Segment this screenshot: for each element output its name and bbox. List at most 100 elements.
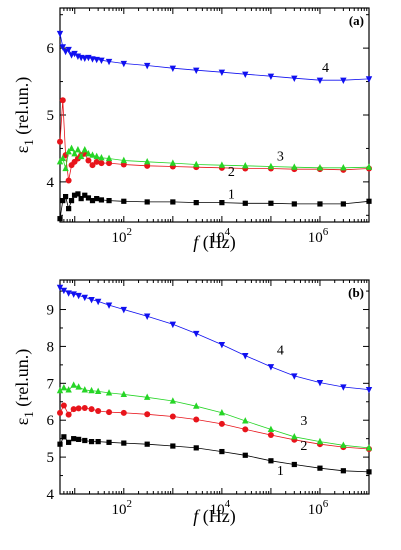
y-tick-label: 4 (47, 175, 55, 191)
data-point-triangle-down (62, 48, 69, 56)
data-point-triangle-down (143, 62, 151, 70)
data-point-square (121, 440, 127, 446)
data-point-triangle-down (291, 75, 298, 83)
chart-panel-a: 102 104 106 4 5 6 f (Hz) ε1 (rel.un.) (a) 1 2 3 4 (12, 7, 373, 253)
data-point-triangle-up (340, 164, 347, 171)
data-point-triangle-up (316, 164, 324, 171)
data-point-square (98, 197, 105, 203)
data-point-triangle-down (94, 298, 102, 306)
data-point-triangle-up (143, 393, 151, 400)
data-point-triangle-down (365, 76, 373, 83)
series-label: 2 (228, 165, 235, 180)
data-point-triangle-up (365, 444, 373, 451)
x-tick-label: 104 (210, 226, 231, 246)
data-point-triangle-up (218, 409, 226, 416)
series-label: 4 (322, 61, 329, 76)
data-point-circle (267, 431, 274, 438)
data-point-circle (193, 416, 200, 423)
data-point-circle (88, 406, 95, 413)
data-point-circle (106, 409, 113, 416)
data-point-triangle-up (365, 163, 373, 170)
data-point-triangle-up (89, 151, 96, 158)
y-axis-label: ε1 (rel.un.) (12, 77, 36, 154)
data-point-triangle-up (77, 152, 85, 160)
series-label: 2 (300, 439, 307, 454)
data-point-circle (85, 157, 92, 164)
data-point-square (82, 437, 88, 444)
x-tick-label: 102 (112, 498, 133, 518)
data-point-square (66, 206, 72, 212)
data-point-circle (59, 97, 66, 104)
data-point-square (242, 200, 248, 206)
data-point-triangle-down (98, 57, 105, 64)
data-point-triangle-up (81, 386, 88, 393)
x-tick-label: 106 (308, 498, 329, 518)
data-point-square (144, 199, 150, 205)
series-4: 4 (56, 284, 373, 394)
data-point-triangle-up (218, 161, 226, 168)
series-line (59, 193, 370, 219)
data-point-triangle-up (242, 417, 249, 424)
data-point-square (219, 448, 225, 455)
data-point-square (94, 195, 100, 202)
y-tick-label: 6 (47, 413, 55, 429)
x-axis-label: f (Hz) (193, 232, 236, 253)
data-point-square (193, 200, 199, 206)
data-point-triangle-up (98, 154, 105, 161)
chart-panel-b: 102 104 106 4 5 6 7 8 9 f (Hz) ε1 (rel.un.) (b) 1 2 3 4 (12, 279, 373, 527)
data-point-triangle-down (242, 353, 249, 360)
data-point-square (366, 469, 372, 475)
data-point-triangle-up (340, 441, 347, 448)
data-point-circle (89, 162, 96, 169)
y-axis-label: ε1 (rel.un.) (12, 349, 36, 426)
data-point-square (78, 195, 84, 202)
data-point-circle (75, 405, 82, 412)
y-tick-label: 6 (47, 41, 55, 57)
series-label: 1 (228, 188, 235, 203)
data-point-triangle-down (81, 294, 88, 302)
data-point-square (60, 198, 66, 204)
data-point-triangle-down (56, 284, 64, 292)
data-point-triangle-up (75, 383, 82, 390)
data-point-square (57, 216, 63, 222)
data-point-triangle-up (94, 387, 102, 395)
data-point-circle (95, 407, 102, 414)
data-point-triangle-down (316, 379, 324, 387)
data-point-triangle-down (65, 290, 72, 297)
data-point-circle (93, 158, 100, 165)
data-point-circle (57, 409, 63, 416)
data-point-triangle-down (71, 50, 78, 58)
data-point-square (242, 452, 248, 458)
data-point-triangle-down (93, 56, 100, 64)
data-point-triangle-down (120, 306, 128, 314)
data-point-circle (65, 411, 72, 418)
data-point-triangle-up (105, 389, 113, 396)
plot-frame (59, 279, 370, 495)
data-point-triangle-up (291, 433, 298, 440)
x-tick-label: 106 (308, 226, 329, 246)
y-tick-label: 4 (47, 487, 55, 503)
data-point-square (291, 461, 297, 468)
data-point-square (71, 192, 78, 198)
data-point-circle (106, 160, 113, 167)
data-point-square (88, 439, 95, 445)
y-tick-label: 9 (47, 303, 55, 319)
data-point-triangle-up (81, 145, 88, 153)
data-point-square (61, 434, 67, 440)
data-point-square (89, 198, 96, 204)
y-tick-label: 8 (47, 339, 55, 355)
data-point-circle (65, 177, 72, 184)
x-tick-label: 102 (112, 226, 133, 246)
data-point-triangle-down (169, 321, 177, 329)
series-3: 3 (56, 144, 373, 172)
series-4: 4 (56, 30, 373, 85)
series-label: 1 (277, 464, 284, 479)
data-point-triangle-up (193, 402, 200, 409)
data-point-square (68, 198, 75, 204)
data-point-square (121, 198, 127, 204)
plot-frame (59, 7, 370, 223)
data-point-triangle-down (267, 73, 275, 81)
data-point-triangle-down (169, 65, 177, 72)
data-point-triangle-down (267, 364, 275, 371)
data-point-triangle-down (218, 341, 226, 349)
